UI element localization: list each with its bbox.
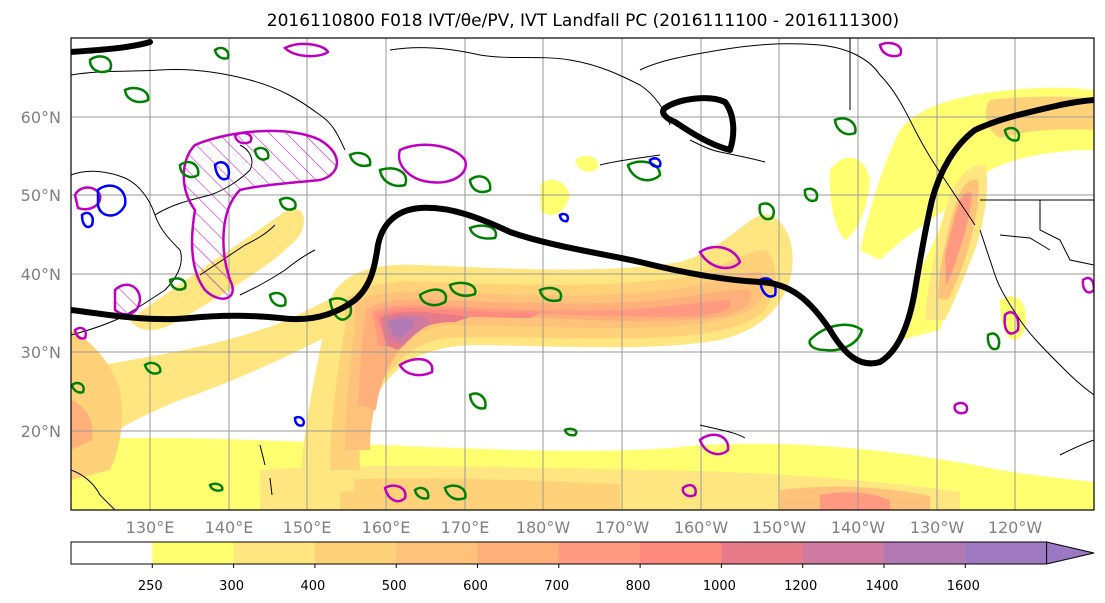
colorbar-tick-label: 700 [544, 579, 569, 594]
lon-labels: 130°E 140°E 150°E 160°E 170°E 180°W 170°… [126, 518, 1043, 537]
lat-label: 50°N [21, 186, 61, 205]
colorbar-segment [477, 542, 560, 564]
lon-label: 150°W [752, 518, 807, 537]
colorbar-segment [640, 542, 722, 564]
colorbar-segment [314, 542, 397, 564]
lon-label: 170°E [441, 518, 490, 537]
lon-label: 140°W [831, 518, 886, 537]
lon-label: 150°E [283, 518, 332, 537]
colorbar: 250 300 400 500 600 700 800 1000 1200 1400 1600 [70, 541, 1095, 594]
lat-label: 20°N [21, 422, 61, 441]
borders [849, 38, 1094, 266]
colorbar-segment [558, 542, 641, 564]
colorbar-tick-label: 500 [382, 579, 407, 594]
lon-label: 180°W [516, 518, 571, 537]
colorbar-tick-label: 400 [300, 579, 325, 594]
colorbar-tick-label: 600 [463, 579, 488, 594]
ivt-shading [71, 87, 1094, 510]
lon-label: 140°E [205, 518, 254, 537]
lon-label: 160°E [362, 518, 411, 537]
colorbar-segment [884, 542, 966, 564]
colorbar-segment [965, 542, 1048, 564]
green-contours [71, 46, 1021, 501]
lat-label: 60°N [21, 108, 61, 127]
lon-label: 160°W [674, 518, 729, 537]
map-area [71, 38, 1094, 510]
colorbar-tick-label: 250 [138, 579, 163, 594]
lon-label: 170°W [595, 518, 650, 537]
magenta-contours [73, 41, 1094, 503]
colorbar-segment [802, 542, 885, 564]
colorbar-tick-label: 300 [219, 579, 244, 594]
colorbar-tick-label: 1000 [703, 579, 736, 594]
lon-label: 130°W [910, 518, 965, 537]
lat-label: 30°N [21, 343, 61, 362]
lon-label: 130°E [126, 518, 175, 537]
landfall-pc-contour [71, 39, 1094, 367]
colorbar-segment [721, 542, 804, 564]
coastlines [71, 43, 1094, 510]
colorbar-segment [152, 542, 235, 564]
colorbar-tick-label: 1200 [784, 579, 817, 594]
colorbar-segment [396, 542, 478, 564]
blue-contours [80, 157, 777, 427]
colorbar-tick-label: 1400 [865, 579, 898, 594]
lon-label: 120°W [988, 518, 1043, 537]
colorbar-segment [233, 542, 316, 564]
pv-hatched-region [182, 129, 339, 300]
figure-title: 2016110800 F018 IVT/θe/PV, IVT Landfall … [267, 11, 899, 31]
pv-hatched-region-south [113, 283, 142, 316]
lat-label: 40°N [21, 265, 61, 284]
grid-lines [71, 38, 1094, 510]
map-frame [70, 37, 1095, 511]
lat-labels: 60°N 50°N 40°N 30°N 20°N [21, 108, 61, 441]
colorbar-tick-label: 800 [626, 579, 651, 594]
colorbar-tick-label: 1600 [947, 579, 980, 594]
colorbar-segment [71, 542, 153, 564]
colorbar-extend-arrow [1046, 541, 1095, 565]
